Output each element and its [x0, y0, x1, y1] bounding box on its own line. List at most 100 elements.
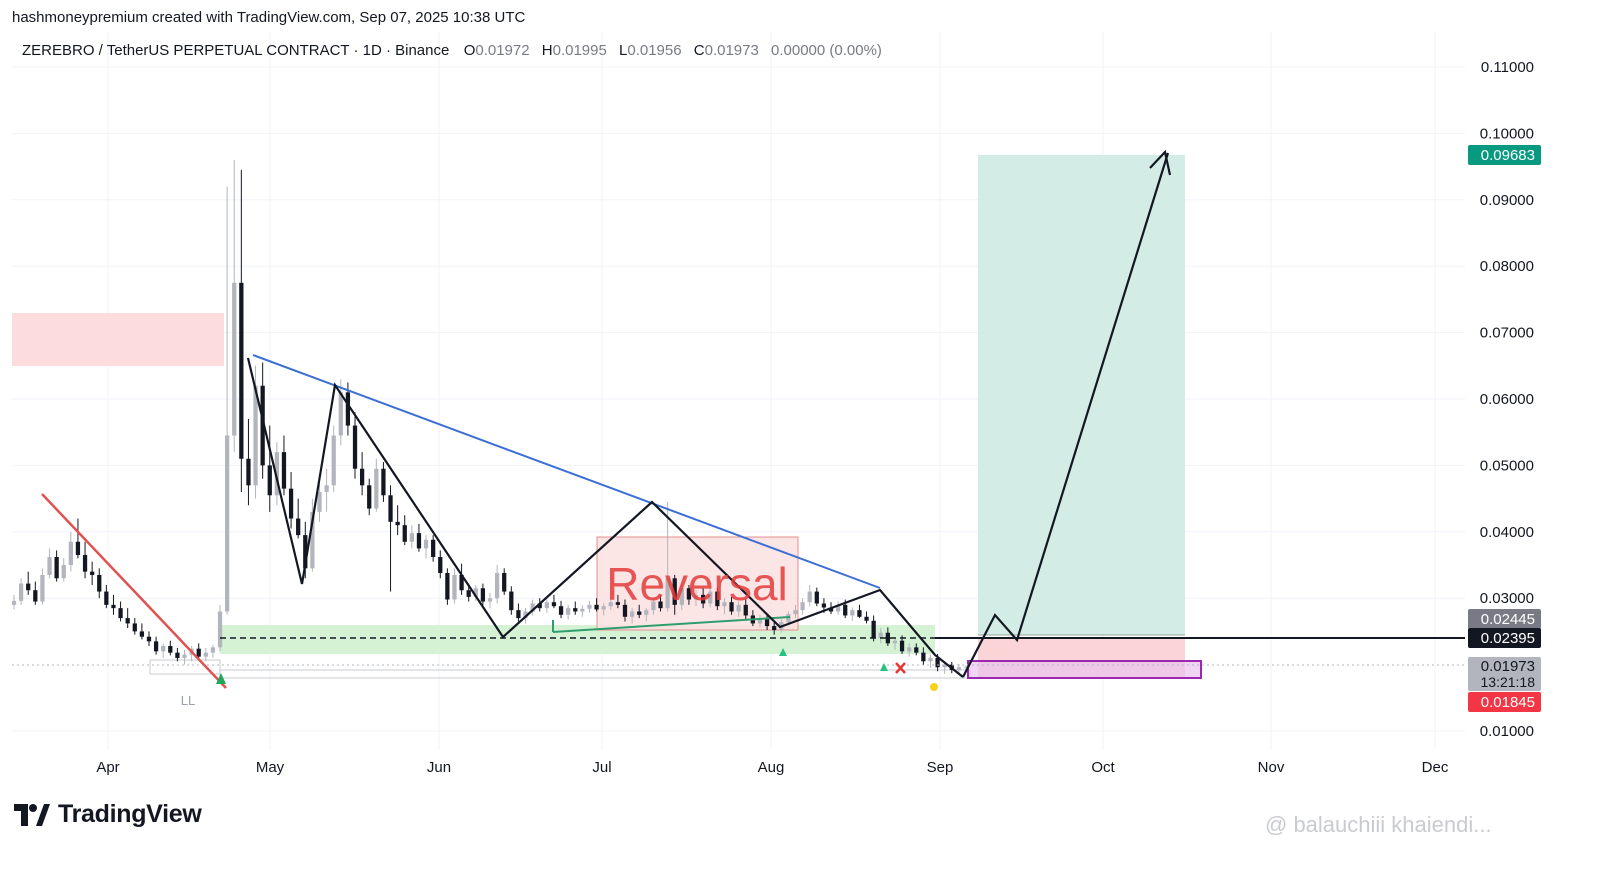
candle-body: [757, 618, 763, 624]
candle: [225, 186, 230, 615]
green-trendline: [552, 616, 791, 633]
candle-body: [281, 452, 287, 489]
candle: [317, 478, 322, 522]
candle: [907, 643, 912, 657]
yellow-dot-marker: [930, 683, 938, 691]
candle-body: [878, 632, 883, 639]
candle: [722, 598, 727, 615]
candle-body: [61, 565, 66, 579]
candle: [196, 643, 201, 658]
y-tick-label: 0.07000: [1480, 325, 1534, 342]
price-axis[interactable]: 0.11000 0.10000 0.09000 0.08000 0.07000 0.060…: [1480, 59, 1534, 740]
candle-body: [693, 594, 699, 600]
candle-body: [821, 603, 827, 608]
candle: [814, 587, 819, 607]
candle-body: [324, 485, 329, 492]
candle: [587, 600, 592, 613]
candle: [161, 643, 166, 658]
candle-body: [899, 640, 905, 652]
chart-zones: [12, 155, 1202, 679]
candle: [786, 611, 791, 625]
candle-body: [871, 620, 876, 639]
candle: [672, 574, 677, 615]
candle-body: [104, 591, 109, 605]
candle-body: [54, 557, 59, 579]
candle: [594, 598, 599, 612]
candle-body: [743, 604, 748, 616]
symbol-title[interactable]: ZEREBRO / TetherUS PERPETUAL CONTRACT · …: [22, 42, 450, 59]
tradingview-logo[interactable]: TradingView: [14, 800, 202, 829]
price-badge-entry: 0.02445: [1468, 609, 1541, 629]
time-axis[interactable]: Apr May Jun Jul Aug Sep Oct Nov Dec: [96, 759, 1449, 776]
candle-body: [274, 452, 279, 496]
candle-body: [168, 646, 173, 653]
price-badge-stop: 0.01845: [1468, 692, 1541, 712]
candle: [153, 636, 159, 655]
candle: [871, 615, 876, 642]
candle-body: [374, 468, 379, 509]
candle-body: [622, 604, 628, 617]
candle: [416, 523, 422, 552]
candle-body: [18, 583, 24, 601]
blue-downtrend-line: [252, 354, 881, 589]
candle: [452, 568, 457, 604]
candle: [217, 604, 223, 652]
candle-body: [793, 610, 798, 615]
candle-body: [772, 626, 777, 631]
candle: [352, 412, 358, 479]
candle: [402, 515, 407, 546]
candle-body: [963, 666, 969, 668]
y-tick-label: 0.10000: [1480, 125, 1534, 142]
candle: [764, 614, 770, 631]
candle-body: [843, 604, 848, 616]
green-up-marker-1: [216, 673, 226, 684]
candle-body: [139, 631, 145, 637]
candle: [743, 599, 748, 620]
supply-zone: [12, 313, 224, 366]
candle: [857, 604, 862, 619]
created-info: hashmoneypremium created with TradingVie…: [12, 9, 526, 26]
candle: [267, 425, 272, 512]
candle-body: [33, 590, 38, 602]
candle-body: [835, 604, 841, 612]
candle-body: [352, 425, 358, 469]
candle: [580, 604, 585, 617]
candle-body: [658, 601, 663, 609]
candle-body: [381, 468, 386, 496]
liquidity-box: [967, 660, 1202, 679]
candle: [246, 418, 251, 506]
candle-body: [367, 485, 372, 509]
high-value: 0.01995: [552, 42, 607, 59]
candle: [33, 581, 38, 605]
range-box-lower: [219, 669, 971, 679]
candle-body: [47, 557, 52, 575]
candle-body: [573, 608, 578, 612]
candle-body: [509, 591, 514, 611]
candle-body: [402, 525, 407, 542]
candle: [878, 628, 883, 644]
candle-body: [942, 664, 947, 668]
tv-logo-text: TradingView: [58, 800, 202, 828]
candle-body: [317, 491, 322, 512]
candle: [772, 621, 777, 635]
candle-body: [338, 392, 343, 436]
candle-body: [907, 647, 912, 652]
candle-body: [459, 574, 464, 591]
ll-label: LL: [181, 693, 195, 708]
candle-body: [11, 600, 17, 605]
candle-body: [502, 572, 507, 592]
y-tick-label: 0.06000: [1480, 391, 1534, 408]
candle: [445, 568, 450, 605]
open-label: O: [463, 42, 476, 59]
candle: [914, 643, 919, 656]
candle-body: [395, 521, 400, 526]
candle: [118, 601, 123, 622]
candle: [530, 599, 535, 616]
candle-body: [637, 611, 642, 615]
candle: [296, 498, 301, 539]
candle: [239, 169, 244, 492]
candle-body: [40, 574, 45, 602]
candle: [367, 478, 372, 516]
candle: [104, 584, 109, 609]
